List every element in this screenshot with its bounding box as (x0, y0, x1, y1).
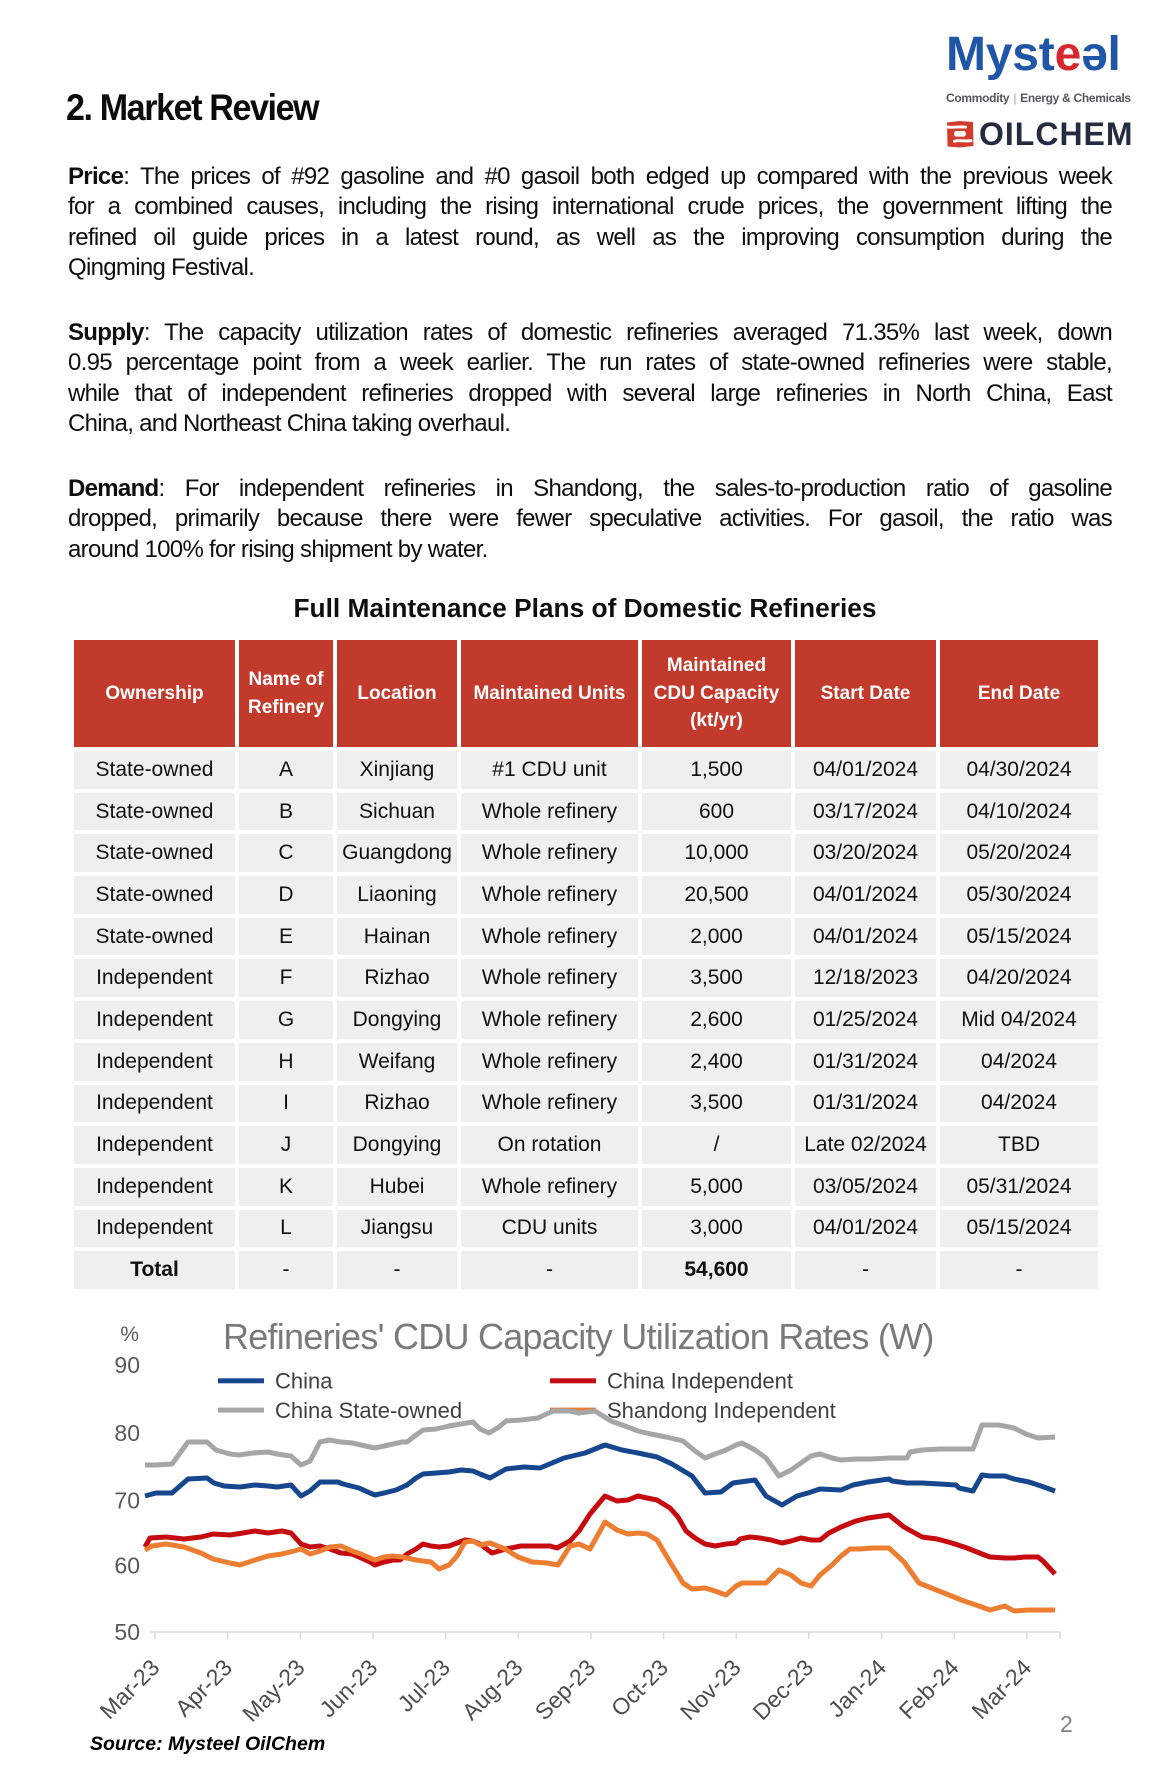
svg-text:Mar-24: Mar-24 (966, 1654, 1036, 1724)
svg-text:Refineries' CDU Capacity Utili: Refineries' CDU Capacity Utilization Rat… (223, 1316, 934, 1357)
svg-text:Aug-23: Aug-23 (457, 1654, 528, 1725)
svg-text:70: 70 (114, 1488, 140, 1514)
svg-text:Oct-23: Oct-23 (606, 1654, 673, 1721)
svg-text:Jul-23: Jul-23 (392, 1654, 455, 1717)
svg-text:China State-owned: China State-owned (275, 1398, 462, 1423)
svg-text:China Independent: China Independent (607, 1369, 793, 1394)
svg-text:80: 80 (114, 1420, 140, 1446)
svg-text:Dec-23: Dec-23 (748, 1654, 819, 1725)
svg-text:Shandong Independent: Shandong Independent (607, 1398, 836, 1423)
svg-text:60: 60 (114, 1553, 140, 1579)
svg-text:%: % (120, 1323, 139, 1346)
svg-text:Feb-24: Feb-24 (894, 1654, 964, 1724)
svg-text:Apr-23: Apr-23 (170, 1654, 237, 1721)
svg-text:90: 90 (114, 1352, 140, 1378)
svg-text:Nov-23: Nov-23 (675, 1654, 746, 1725)
svg-text:50: 50 (114, 1619, 140, 1645)
svg-text:Sep-23: Sep-23 (530, 1654, 601, 1725)
svg-text:Jun-23: Jun-23 (314, 1654, 382, 1722)
svg-text:Mar-23: Mar-23 (95, 1654, 165, 1724)
svg-text:Jan-24: Jan-24 (823, 1654, 891, 1722)
svg-text:May-23: May-23 (237, 1654, 310, 1727)
svg-text:China: China (275, 1369, 333, 1394)
